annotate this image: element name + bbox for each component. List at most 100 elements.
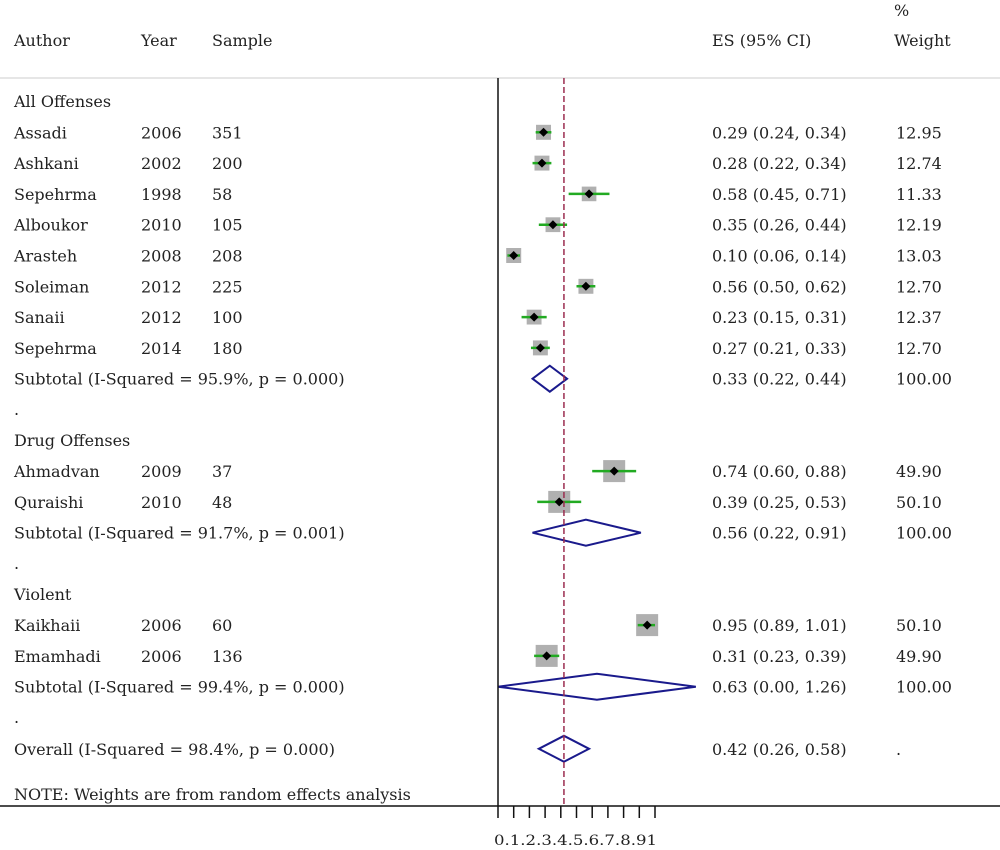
subtotal-es: 0.56 (0.22, 0.91) bbox=[712, 524, 847, 543]
study-year: 2002 bbox=[141, 154, 182, 173]
study-year: 2008 bbox=[141, 247, 182, 266]
study-weight: 50.10 bbox=[896, 493, 942, 512]
point-estimate bbox=[509, 251, 519, 260]
study-author: Soleiman bbox=[14, 277, 89, 296]
point-estimate bbox=[548, 220, 558, 230]
point-estimate bbox=[542, 651, 552, 661]
study-sample: 351 bbox=[212, 123, 243, 142]
x-tick-labels: 0.1.2.3.4.5.6.7.8.91 bbox=[494, 833, 657, 849]
group-heading: Violent bbox=[13, 585, 72, 604]
study-year: 2012 bbox=[141, 308, 182, 327]
study-sample: 60 bbox=[212, 616, 232, 635]
study-weight: 11.33 bbox=[896, 185, 942, 204]
study-es: 0.28 (0.22, 0.34) bbox=[712, 154, 847, 173]
study-es: 0.58 (0.45, 0.71) bbox=[712, 185, 847, 204]
study-author: Assadi bbox=[13, 123, 67, 142]
subtotal-diamond bbox=[497, 672, 696, 701]
study-es: 0.29 (0.24, 0.34) bbox=[712, 123, 847, 142]
study-es: 0.95 (0.89, 1.01) bbox=[712, 616, 847, 635]
header-weight: Weight bbox=[894, 31, 951, 50]
overall-weight: . bbox=[896, 740, 901, 759]
overall-label: Overall (I-Squared = 98.4%, p = 0.000) bbox=[14, 740, 335, 759]
study-es: 0.23 (0.15, 0.31) bbox=[712, 308, 847, 327]
study-weight: 12.74 bbox=[896, 154, 942, 173]
study-author: Emamhadi bbox=[14, 647, 101, 666]
point-estimate bbox=[609, 466, 619, 476]
study-author: Sanaii bbox=[14, 308, 65, 327]
study-sample: 58 bbox=[212, 185, 232, 204]
study-author: Quraishi bbox=[14, 493, 83, 512]
group-separator: . bbox=[14, 400, 19, 419]
study-weight: 12.19 bbox=[896, 216, 942, 235]
study-author: Ahmadvan bbox=[13, 462, 100, 481]
subtotal-es: 0.33 (0.22, 0.44) bbox=[712, 370, 847, 389]
overall-es: 0.42 (0.26, 0.58) bbox=[712, 740, 847, 759]
study-weight: 49.90 bbox=[896, 462, 942, 481]
study-author: Alboukor bbox=[13, 216, 88, 235]
study-author: Arasteh bbox=[13, 247, 77, 266]
study-year: 2014 bbox=[141, 339, 182, 358]
note-text: NOTE: Weights are from random effects an… bbox=[14, 785, 411, 804]
point-estimate bbox=[642, 620, 652, 630]
study-sample: 37 bbox=[212, 462, 232, 481]
study-author: Sepehrma bbox=[14, 185, 97, 204]
study-sample: 200 bbox=[212, 154, 243, 173]
study-weight: 12.95 bbox=[896, 123, 942, 142]
group-heading: All Offenses bbox=[13, 92, 111, 111]
point-estimate bbox=[539, 127, 549, 137]
study-year: 2012 bbox=[141, 277, 182, 296]
study-weight: 12.70 bbox=[896, 277, 942, 296]
subtotal-label: Subtotal (I-Squared = 99.4%, p = 0.000) bbox=[14, 678, 345, 697]
study-weight: 13.03 bbox=[896, 247, 942, 266]
subtotal-label: Subtotal (I-Squared = 95.9%, p = 0.000) bbox=[14, 370, 345, 389]
x-axis: 0.1.2.3.4.5.6.7.8.91 bbox=[0, 78, 1000, 849]
study-year: 2006 bbox=[141, 616, 182, 635]
point-estimate bbox=[537, 158, 547, 168]
header-sample: Sample bbox=[212, 31, 273, 50]
subtotal-label: Subtotal (I-Squared = 91.7%, p = 0.001) bbox=[14, 524, 345, 543]
study-year: 2010 bbox=[141, 493, 182, 512]
subtotal-diamond bbox=[530, 364, 569, 393]
study-es: 0.27 (0.21, 0.33) bbox=[712, 339, 847, 358]
point-estimate bbox=[581, 281, 591, 291]
study-author: Ashkani bbox=[13, 154, 79, 173]
study-year: 2009 bbox=[141, 462, 182, 481]
group-separator: . bbox=[14, 554, 19, 573]
subtotal-weight: 100.00 bbox=[896, 678, 952, 697]
group-heading: Drug Offenses bbox=[14, 431, 130, 450]
study-weight: 12.37 bbox=[896, 308, 942, 327]
study-weight: 50.10 bbox=[896, 616, 942, 635]
header-year: Year bbox=[140, 31, 177, 50]
study-es: 0.74 (0.60, 0.88) bbox=[712, 462, 847, 481]
group-separator: . bbox=[14, 708, 19, 727]
study-weight: 12.70 bbox=[896, 339, 942, 358]
study-author: Kaikhaii bbox=[14, 616, 80, 635]
study-sample: 225 bbox=[212, 277, 243, 296]
study-year: 2010 bbox=[141, 216, 182, 235]
subtotal-diamond bbox=[532, 518, 642, 547]
study-sample: 208 bbox=[212, 247, 243, 266]
header-author: Author bbox=[13, 31, 70, 50]
study-year: 2006 bbox=[141, 647, 182, 666]
header-weight-percent: % bbox=[894, 1, 909, 20]
point-estimate bbox=[554, 497, 564, 507]
subtotal-weight: 100.00 bbox=[896, 524, 952, 543]
study-sample: 105 bbox=[212, 216, 243, 235]
header-es: ES (95% CI) bbox=[712, 31, 811, 50]
study-sample: 180 bbox=[212, 339, 243, 358]
study-es: 0.35 (0.26, 0.44) bbox=[712, 216, 847, 235]
study-es: 0.39 (0.25, 0.53) bbox=[712, 493, 847, 512]
subtotal-es: 0.63 (0.00, 1.26) bbox=[712, 678, 847, 697]
study-sample: 48 bbox=[212, 493, 232, 512]
study-es: 0.10 (0.06, 0.14) bbox=[712, 247, 847, 266]
study-weight: 49.90 bbox=[896, 647, 942, 666]
point-estimate bbox=[584, 189, 594, 199]
study-author: Sepehrma bbox=[14, 339, 97, 358]
study-sample: 136 bbox=[212, 647, 243, 666]
forest-marks bbox=[497, 124, 696, 763]
point-estimate bbox=[535, 343, 545, 353]
study-es: 0.31 (0.23, 0.39) bbox=[712, 647, 847, 666]
study-es: 0.56 (0.50, 0.62) bbox=[712, 277, 847, 296]
study-year: 1998 bbox=[141, 185, 182, 204]
